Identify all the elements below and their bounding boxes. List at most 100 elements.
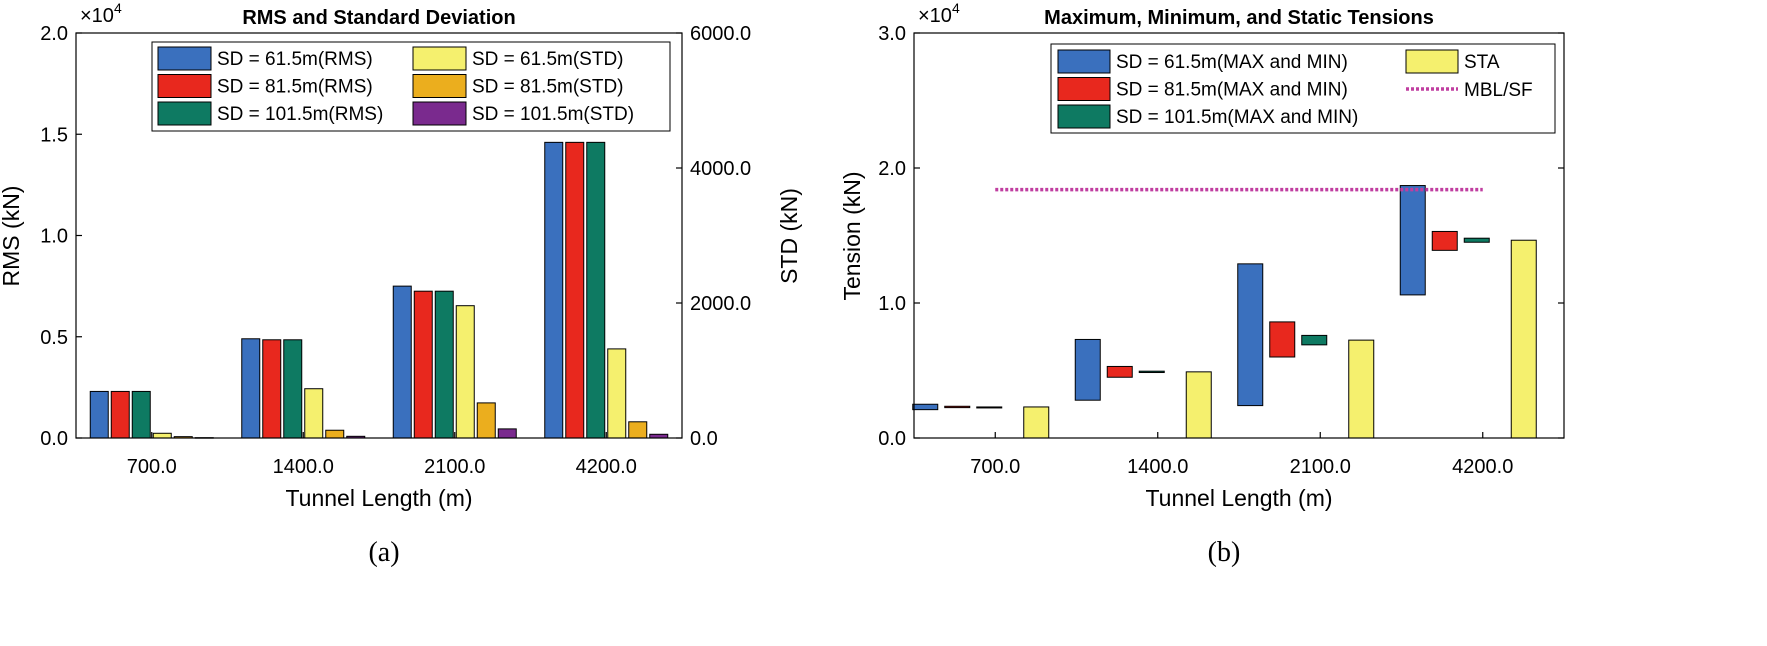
panel-a-legend-swatch-2 [157,74,212,98]
panel-a-bar-4-700.0 [152,432,172,439]
panel-a-y2-tick-label: 4000.0 [690,158,751,180]
panel-b-legend-label-mbl-sf: MBL/SF [1464,80,1533,101]
panel-a-bar-2-2100.0 [413,290,433,439]
panel-a-legend-swatch-3 [157,101,212,126]
panel-a-legend-box [151,41,671,132]
panel-a-y-tick-label: 0.5 [40,327,68,349]
panel-a-bar-2-4200.0 [565,141,585,439]
panel-b-range-bar-1-2100.0 [1237,263,1264,407]
panel-a-y-tick-label: 1.5 [40,124,68,146]
panel-b-sta-bar-2100.0 [1348,339,1375,439]
panel-a-title: RMS and Standard Deviation [242,7,515,29]
panel-a-bar-1-4200.0 [544,141,564,439]
panel-b-range-bar-3-1400.0 [1138,370,1165,374]
panel-a-x-axis-label: Tunnel Length (m) [285,485,472,511]
panel-a-bar-1-2100.0 [392,285,412,439]
panel-a-legend-swatch-4 [412,46,467,71]
panel-a-bar-5-4200.0 [628,421,648,439]
panel-b-range-bar-3-2100.0 [1301,334,1328,346]
panel-a-bar-4-4200.0 [607,348,627,439]
panel-b-legend-label-1: SD = 61.5m(MAX and MIN) [1116,52,1348,73]
panel-a-x-ticks: 700.0 1400.0 2100.0 4200.0 [127,432,637,478]
panel-b: Maximum, Minimum, and Static Tensions ×1… [839,0,1565,568]
panel-b-range-bar-3-4200.0 [1463,237,1490,243]
panel-b-range-bar-1-1400.0 [1074,338,1101,401]
panel-a-bar-3-4200.0 [586,141,606,439]
panel-b-range-bar-1-700.0 [912,403,939,411]
panel-a-y-tick-label: 1.0 [40,226,68,248]
panel-b-legend-label-3: SD = 101.5m(MAX and MIN) [1116,107,1358,128]
panel-a-y-tick-label: 0.0 [40,428,68,450]
panel-b-legend-box [1050,43,1556,134]
panel-b-axes-box [913,32,1565,439]
panel-a-legend-label-1: SD = 61.5m(RMS) [217,49,373,70]
panel-b-y-tick-label: 3.0 [878,23,906,45]
panel-a-y2-axis-label: STD (kN) [776,188,802,284]
panel-a-bars [89,141,669,439]
panel-a-y2-tick-label: 0.0 [690,428,718,450]
panel-a-bar-5-2100.0 [476,402,496,439]
panel-b-range-bar-1-4200.0 [1399,185,1426,296]
panel-b-range-bar-2-4200.0 [1431,230,1458,251]
panel-a-bar-2-1400.0 [262,339,282,439]
panel-a-y2-tick-label: 2000.0 [690,293,751,315]
panel-b-range-bar-2-1400.0 [1106,365,1133,378]
panel-a-bar-3-2100.0 [434,290,454,439]
panel-b-caption: (b) [1208,537,1241,568]
panel-a-bar-6-2100.0 [497,428,517,439]
panel-a-y-axis-label: RMS (kN) [0,186,24,287]
panel-a-legend-label-4: SD = 61.5m(STD) [472,49,624,70]
panel-a-bar-5-1400.0 [325,429,345,439]
panel-b-sta-bar-4200.0 [1510,239,1537,439]
panel-b-x-tick-label: 700.0 [970,456,1020,478]
panel-a-bar-4-1400.0 [304,388,324,439]
panel-a-legend: SD = 61.5m(RMS) SD = 81.5m(RMS) SD = 101.5… [151,41,671,132]
panel-b-legend-swatch-2 [1057,77,1111,101]
panel-a-y2-ticks: 0.0 2000.0 4000.0 6000.0 [676,23,751,450]
panel-a-y2-tick-label: 6000.0 [690,23,751,45]
panel-b-legend-swatch-1 [1057,49,1111,74]
panel-b-x-tick-label: 1400.0 [1127,456,1188,478]
panel-a-y-tick-label: 2.0 [40,23,68,45]
panel-a-bar-2-700.0 [110,390,130,439]
panel-a-bar-3-1400.0 [283,339,303,439]
panel-a-legend-swatch-6 [412,101,467,126]
panel-b-x-axis-label: Tunnel Length (m) [1145,485,1332,511]
panel-b-title: Maximum, Minimum, and Static Tensions [1044,7,1434,29]
panel-b-sta-bar-700.0 [1023,406,1050,439]
panel-a-bar-4-2100.0 [455,305,475,439]
panel-b-range-bar-2-2100.0 [1269,321,1296,358]
panel-b-sta-bar-1400.0 [1185,371,1212,439]
panel-a-x-tick-label: 1400.0 [273,456,334,478]
panel-b-y-ticks: 0.0 1.0 2.0 3.0 [878,23,1564,450]
panel-b-y-tick-label: 2.0 [878,158,906,180]
panel-a-x-tick-label: 4200.0 [576,456,637,478]
panel-a-bar-1-700.0 [89,390,109,439]
panel-a-legend-swatch-5 [412,74,467,98]
panel-b-legend-label-2: SD = 81.5m(MAX and MIN) [1116,80,1348,101]
panel-b-bars [912,185,1537,439]
panel-b-y-tick-label: 1.0 [878,293,906,315]
panel-b-x-ticks: 700.0 1400.0 2100.0 4200.0 [970,432,1513,478]
panel-a-bar-3-700.0 [131,390,151,439]
panel-a-y-ticks: 0.0 0.5 1.0 1.5 2.0 [40,23,82,450]
panel-b-y-tick-label: 0.0 [878,428,906,450]
panel-b-legend-label-sta: STA [1464,52,1500,73]
panel-b-y-axis-label: Tension (kN) [839,171,865,300]
panel-b-legend: SD = 61.5m(MAX and MIN) SD = 81.5m(MAX an… [1050,43,1556,134]
panel-a-legend-swatch-1 [157,46,212,71]
panel-a-legend-label-2: SD = 81.5m(RMS) [217,77,373,98]
panel-a-legend-label-5: SD = 81.5m(STD) [472,77,624,98]
panel-a-y-multiplier: ×104 [80,0,122,27]
panel-a: RMS and Standard Deviation ×104 0.0 0.5 1.… [0,0,802,568]
panel-a-bar-1-1400.0 [241,338,261,439]
panel-b-legend-swatch-3 [1057,104,1111,129]
panel-a-x-tick-label: 2100.0 [424,456,485,478]
panel-a-legend-label-6: SD = 101.5m(STD) [472,104,634,125]
panel-b-x-tick-label: 2100.0 [1290,456,1351,478]
panel-a-legend-label-3: SD = 101.5m(RMS) [217,104,383,125]
panel-b-range-bar-2-700.0 [944,405,971,409]
panel-b-x-tick-label: 4200.0 [1452,456,1513,478]
panel-b-range-bar-3-700.0 [976,406,1003,409]
